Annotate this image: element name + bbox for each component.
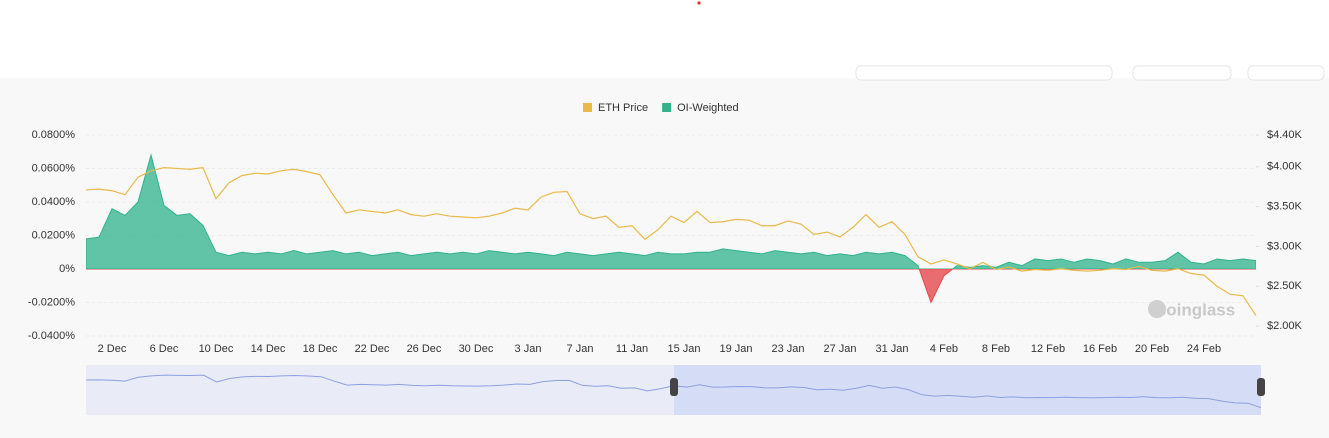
y-tick-label: 0.0600% [32,162,76,174]
x-tick-label: 31 Jan [875,343,908,355]
y-tick-label: 0.0400% [32,196,76,208]
y2-tick-label: $2.50K [1267,280,1303,292]
x-tick-label: 22 Dec [355,343,390,355]
x-tick-label: 23 Jan [771,343,804,355]
y2-tick-label: $2.00K [1267,320,1303,332]
funding-area-positive [86,153,1256,269]
control[interactable] [1132,65,1232,81]
x-tick-label: 10 Dec [199,343,234,355]
x-tick-label: 26 Dec [407,343,442,355]
x-tick-label: 30 Dec [459,343,494,355]
x-tick-label: 8 Feb [982,343,1010,355]
x-tick-label: 2 Dec [98,343,127,355]
dot [697,1,701,5]
x-tick-label: 7 Jan [567,343,594,355]
control[interactable] [1247,65,1325,81]
navigator-handle[interactable] [1257,378,1265,396]
legend-swatch [662,103,672,112]
control[interactable] [855,65,1113,81]
y-tick-label: 0.0200% [32,229,76,241]
x-tick-label: 15 Jan [667,343,700,355]
y2-tick-label: $4.00K [1267,161,1303,173]
x-tick-label: 20 Feb [1135,343,1169,355]
x-tick-label: 6 Dec [150,343,179,355]
navigator-selection[interactable] [674,365,1261,415]
watermark: coinglass [1157,300,1235,319]
y-tick-label: -0.0200% [28,296,75,308]
navigator-handle[interactable] [670,378,678,396]
y2-tick-label: $3.50K [1267,201,1303,213]
x-tick-label: 4 Feb [930,343,958,355]
x-tick-label: 19 Jan [719,343,752,355]
y-tick-label: 0% [59,263,75,275]
top-strip [0,0,1329,78]
x-tick-label: 11 Jan [616,343,648,355]
legend-label: ETH Price [598,102,648,114]
x-tick-label: 27 Jan [823,343,856,355]
y-tick-label: 0.0800% [32,129,76,141]
y2-tick-label: $4.40K [1267,129,1303,141]
x-tick-label: 24 Feb [1187,343,1221,355]
x-tick-label: 16 Feb [1083,343,1117,355]
legend-swatch [583,103,592,112]
watermark-logo [1148,300,1166,318]
x-tick-label: 18 Dec [303,343,338,355]
price-line [85,166,1257,317]
x-tick-label: 3 Jan [515,343,542,355]
legend-label: OI-Weighted [677,102,739,114]
x-tick-label: 14 Dec [251,343,286,355]
y2-tick-label: $3.00K [1267,240,1303,252]
y-tick-label: -0.0400% [28,330,75,342]
x-tick-label: 12 Feb [1031,343,1065,355]
